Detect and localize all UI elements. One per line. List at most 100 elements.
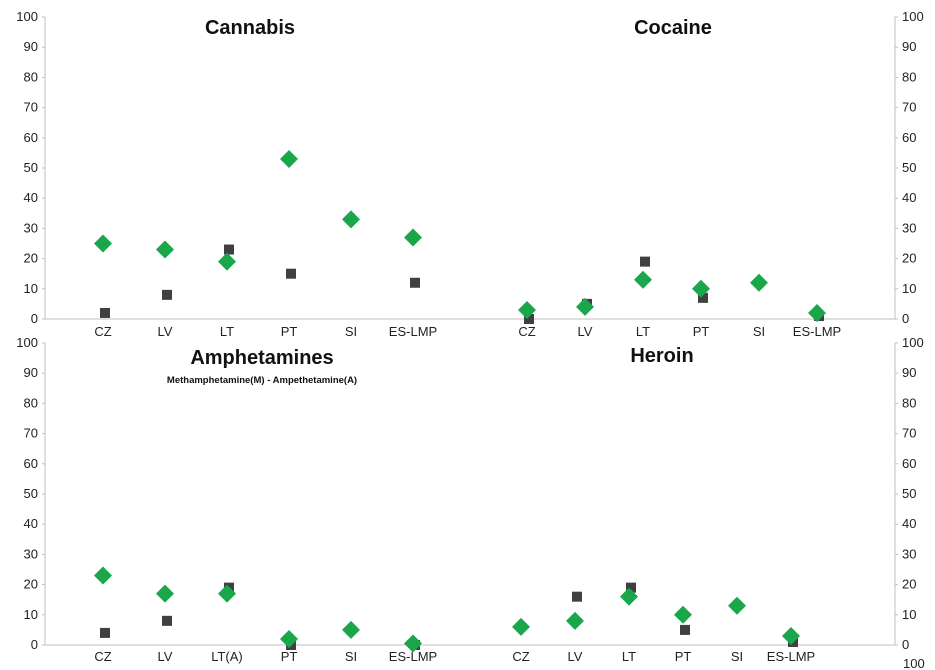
x-tick-label: ES-LMP bbox=[793, 324, 841, 339]
y-tick-label: 10 bbox=[902, 281, 916, 296]
x-tick-label: LT bbox=[622, 649, 636, 664]
y-tick-label: 80 bbox=[24, 395, 38, 410]
y-tick-label: 100 bbox=[16, 335, 38, 350]
data-point-diamond bbox=[404, 228, 422, 247]
data-point-diamond bbox=[94, 234, 112, 253]
y-tick-label: 30 bbox=[24, 546, 38, 561]
y-tick-label: 70 bbox=[24, 426, 38, 441]
x-tick-label: ES-LMP bbox=[389, 649, 437, 664]
data-point-diamond bbox=[156, 240, 174, 259]
panel-title: Cannabis bbox=[205, 17, 295, 39]
data-point-diamond bbox=[620, 587, 638, 606]
y-tick-label: 50 bbox=[902, 486, 916, 501]
y-tick-label: 70 bbox=[902, 426, 916, 441]
y-tick-label: 50 bbox=[24, 486, 38, 501]
data-point-diamond bbox=[94, 566, 112, 585]
data-point-square bbox=[524, 314, 534, 324]
y-tick-label: 10 bbox=[24, 281, 38, 296]
y-tick-label: 0 bbox=[31, 637, 38, 652]
y-tick-label: 20 bbox=[902, 251, 916, 266]
data-point-diamond bbox=[634, 270, 652, 289]
x-tick-label: LV bbox=[578, 324, 593, 339]
stray-tick-label: 100 bbox=[903, 656, 925, 670]
data-point-square bbox=[572, 591, 582, 602]
x-tick-label: LV bbox=[158, 324, 173, 339]
x-tick-label: CZ bbox=[94, 649, 111, 664]
y-tick-label: 80 bbox=[902, 69, 916, 84]
x-tick-label: SI bbox=[731, 649, 743, 664]
data-point-square bbox=[410, 277, 420, 288]
y-tick-label: 70 bbox=[902, 100, 916, 115]
y-tick-label: 40 bbox=[902, 190, 916, 205]
x-tick-label: PT bbox=[675, 649, 692, 664]
data-point-diamond bbox=[280, 629, 298, 648]
data-point-square bbox=[100, 307, 110, 318]
data-point-diamond bbox=[750, 273, 768, 292]
data-point-diamond bbox=[404, 634, 422, 653]
y-tick-label: 60 bbox=[24, 456, 38, 471]
x-tick-label: PT bbox=[281, 324, 298, 339]
y-tick-label: 100 bbox=[16, 9, 38, 24]
y-tick-label: 80 bbox=[902, 395, 916, 410]
y-tick-label: 40 bbox=[24, 516, 38, 531]
data-point-diamond bbox=[692, 279, 710, 298]
x-tick-label: LT bbox=[220, 324, 234, 339]
y-tick-label: 90 bbox=[24, 39, 38, 54]
data-point-diamond bbox=[280, 149, 298, 168]
y-tick-label: 20 bbox=[24, 251, 38, 266]
x-tick-label: SI bbox=[753, 324, 765, 339]
x-tick-label: SI bbox=[345, 649, 357, 664]
panel-title: Amphetamines bbox=[190, 347, 333, 369]
data-point-square bbox=[162, 289, 172, 300]
y-tick-label: 40 bbox=[24, 190, 38, 205]
y-tick-label: 10 bbox=[902, 607, 916, 622]
data-point-diamond bbox=[342, 620, 360, 639]
y-tick-label: 90 bbox=[902, 365, 916, 380]
y-tick-label: 0 bbox=[31, 311, 38, 326]
data-point-diamond bbox=[728, 596, 746, 615]
y-tick-label: 30 bbox=[24, 220, 38, 235]
data-point-square bbox=[640, 256, 650, 267]
y-tick-label: 70 bbox=[24, 100, 38, 115]
data-point-diamond bbox=[674, 605, 692, 624]
y-tick-label: 60 bbox=[902, 130, 916, 145]
data-point-square bbox=[286, 268, 296, 279]
data-point-diamond bbox=[782, 626, 800, 645]
data-point-diamond bbox=[808, 303, 826, 322]
x-tick-label: PT bbox=[281, 649, 298, 664]
panel-title: Cocaine bbox=[634, 17, 712, 39]
y-tick-label: 50 bbox=[24, 160, 38, 175]
data-point-square bbox=[224, 244, 234, 255]
y-tick-label: 90 bbox=[24, 365, 38, 380]
data-point-diamond bbox=[512, 617, 530, 636]
x-tick-label: ES-LMP bbox=[767, 649, 815, 664]
x-tick-label: LV bbox=[568, 649, 583, 664]
data-point-diamond bbox=[218, 584, 236, 603]
data-point-square bbox=[100, 627, 110, 638]
y-tick-label: 80 bbox=[24, 69, 38, 84]
data-point-diamond bbox=[576, 297, 594, 316]
y-tick-label: 90 bbox=[902, 39, 916, 54]
y-tick-label: 20 bbox=[902, 577, 916, 592]
x-tick-label: CZ bbox=[94, 324, 111, 339]
data-point-square bbox=[680, 624, 690, 635]
x-tick-label: LT bbox=[636, 324, 650, 339]
x-tick-label: CZ bbox=[512, 649, 529, 664]
y-tick-label: 30 bbox=[902, 220, 916, 235]
data-point-diamond bbox=[566, 611, 584, 630]
y-tick-label: 50 bbox=[902, 160, 916, 175]
data-point-square bbox=[626, 582, 636, 593]
x-tick-label: LV bbox=[158, 649, 173, 664]
x-tick-label: PT bbox=[693, 324, 710, 339]
y-tick-label: 0 bbox=[902, 311, 909, 326]
y-tick-label: 60 bbox=[902, 456, 916, 471]
x-tick-label: ES-LMP bbox=[389, 324, 437, 339]
y-tick-label: 40 bbox=[902, 516, 916, 531]
y-tick-label: 100 bbox=[902, 335, 924, 350]
data-point-diamond bbox=[218, 252, 236, 271]
panel-subtitle: Methamphetamine(M) - Ampethetamine(A) bbox=[167, 375, 357, 386]
y-tick-label: 100 bbox=[902, 9, 924, 24]
y-tick-label: 0 bbox=[902, 637, 909, 652]
x-tick-label: CZ bbox=[518, 324, 535, 339]
